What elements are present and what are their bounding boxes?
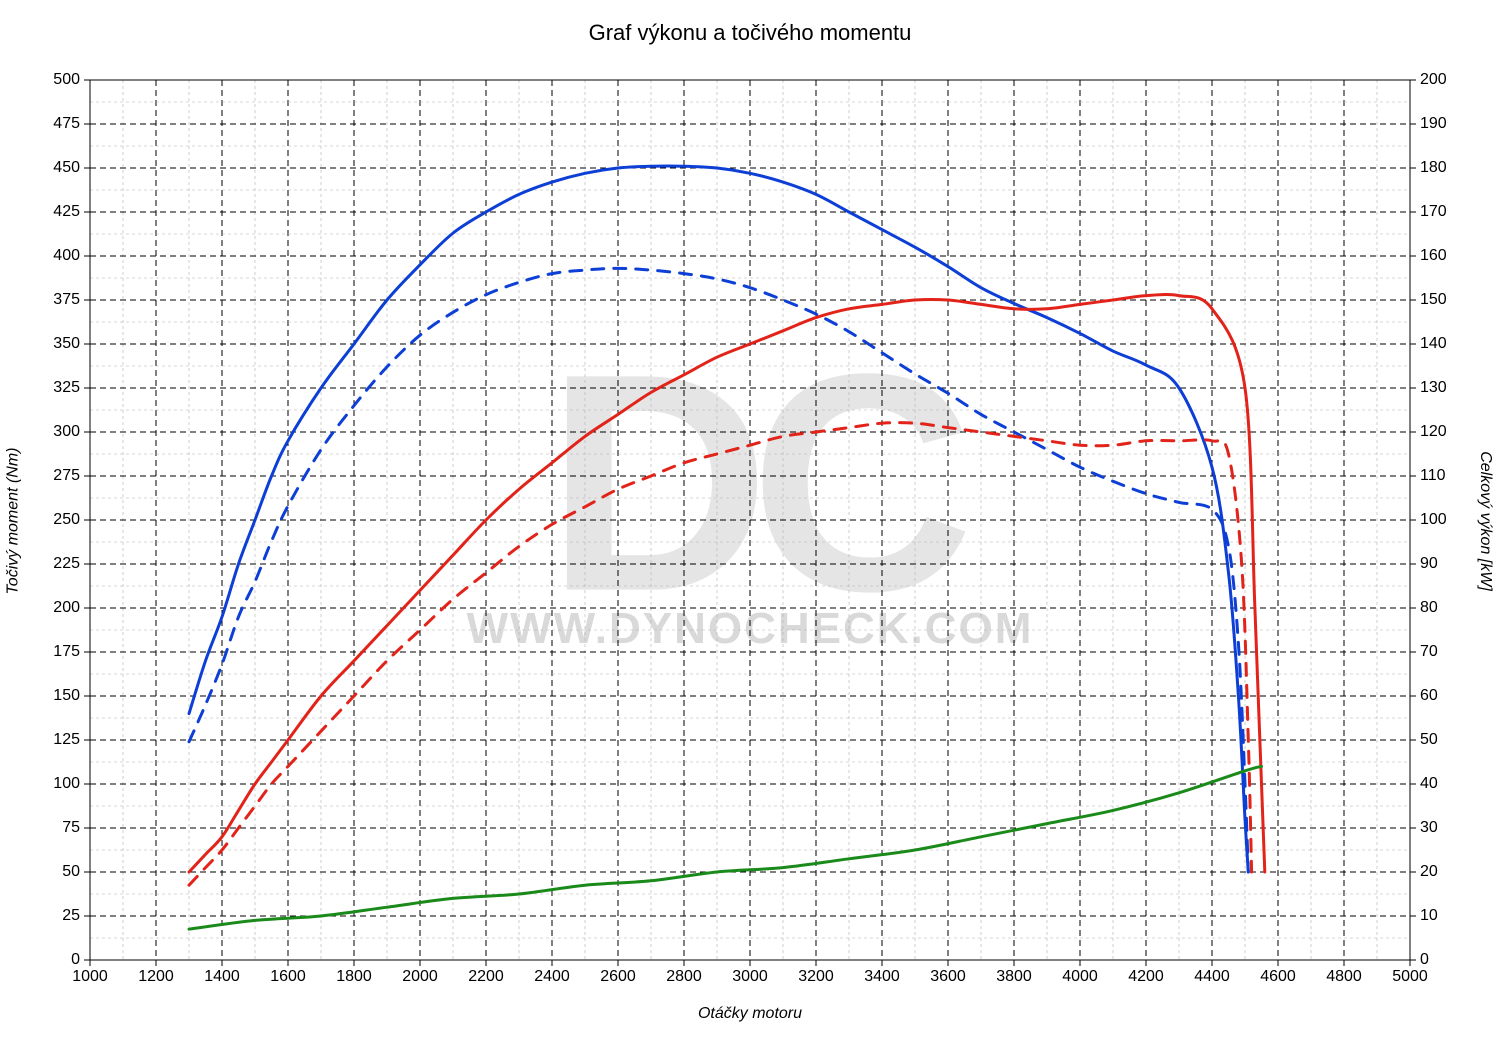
x-tick-label: 4600 bbox=[1260, 968, 1296, 986]
y-right-tick-label: 40 bbox=[1420, 775, 1438, 793]
series-losses bbox=[189, 766, 1262, 929]
y-left-tick-label: 300 bbox=[53, 423, 80, 441]
y-right-tick-label: 200 bbox=[1420, 71, 1447, 89]
y-right-tick-label: 160 bbox=[1420, 247, 1447, 265]
y-left-tick-label: 250 bbox=[53, 511, 80, 529]
y-right-tick-label: 150 bbox=[1420, 291, 1447, 309]
x-axis-label: Otáčky motoru bbox=[0, 1005, 1500, 1023]
x-tick-label: 3400 bbox=[864, 968, 900, 986]
x-tick-label: 2600 bbox=[600, 968, 636, 986]
y-right-tick-label: 20 bbox=[1420, 863, 1438, 881]
y-right-tick-label: 90 bbox=[1420, 555, 1438, 573]
y-right-tick-label: 180 bbox=[1420, 159, 1447, 177]
dyno-chart: Graf výkonu a točivého momentu DC WWW.DY… bbox=[0, 0, 1500, 1041]
x-tick-label: 1000 bbox=[72, 968, 108, 986]
y-axis-left-label: Točivý moment (Nm) bbox=[4, 447, 22, 594]
x-tick-label: 4000 bbox=[1062, 968, 1098, 986]
y-left-tick-label: 275 bbox=[53, 467, 80, 485]
series-power-tuned bbox=[189, 294, 1265, 872]
x-tick-label: 5000 bbox=[1392, 968, 1428, 986]
x-tick-label: 3200 bbox=[798, 968, 834, 986]
x-tick-label: 4200 bbox=[1128, 968, 1164, 986]
x-tick-label: 2200 bbox=[468, 968, 504, 986]
y-right-tick-label: 190 bbox=[1420, 115, 1447, 133]
y-left-tick-label: 350 bbox=[53, 335, 80, 353]
x-tick-label: 3000 bbox=[732, 968, 768, 986]
x-tick-label: 3600 bbox=[930, 968, 966, 986]
y-left-tick-label: 150 bbox=[53, 687, 80, 705]
y-left-tick-label: 450 bbox=[53, 159, 80, 177]
y-right-tick-label: 130 bbox=[1420, 379, 1447, 397]
x-tick-label: 2400 bbox=[534, 968, 570, 986]
y-left-tick-label: 225 bbox=[53, 555, 80, 573]
chart-svg bbox=[0, 0, 1500, 1041]
y-right-tick-label: 120 bbox=[1420, 423, 1447, 441]
y-right-tick-label: 80 bbox=[1420, 599, 1438, 617]
y-left-tick-label: 425 bbox=[53, 203, 80, 221]
y-right-tick-label: 0 bbox=[1420, 951, 1429, 969]
y-right-tick-label: 10 bbox=[1420, 907, 1438, 925]
x-tick-label: 3800 bbox=[996, 968, 1032, 986]
series-torque-tuned bbox=[189, 166, 1248, 872]
x-tick-label: 2000 bbox=[402, 968, 438, 986]
x-tick-label: 4400 bbox=[1194, 968, 1230, 986]
y-left-tick-label: 100 bbox=[53, 775, 80, 793]
y-left-tick-label: 400 bbox=[53, 247, 80, 265]
y-right-tick-label: 50 bbox=[1420, 731, 1438, 749]
y-left-tick-label: 75 bbox=[62, 819, 80, 837]
y-left-tick-label: 0 bbox=[71, 951, 80, 969]
x-tick-label: 1600 bbox=[270, 968, 306, 986]
series-torque-stock bbox=[189, 268, 1248, 872]
y-right-tick-label: 170 bbox=[1420, 203, 1447, 221]
y-right-tick-label: 70 bbox=[1420, 643, 1438, 661]
x-tick-label: 1400 bbox=[204, 968, 240, 986]
y-left-tick-label: 325 bbox=[53, 379, 80, 397]
y-right-tick-label: 60 bbox=[1420, 687, 1438, 705]
y-left-tick-label: 25 bbox=[62, 907, 80, 925]
y-left-tick-label: 375 bbox=[53, 291, 80, 309]
y-right-tick-label: 140 bbox=[1420, 335, 1447, 353]
y-axis-right-label: Celkový výkon [kW] bbox=[1476, 451, 1494, 591]
x-tick-label: 2800 bbox=[666, 968, 702, 986]
y-right-tick-label: 30 bbox=[1420, 819, 1438, 837]
y-left-tick-label: 50 bbox=[62, 863, 80, 881]
y-left-tick-label: 475 bbox=[53, 115, 80, 133]
y-left-tick-label: 175 bbox=[53, 643, 80, 661]
y-right-tick-label: 100 bbox=[1420, 511, 1447, 529]
y-left-tick-label: 500 bbox=[53, 71, 80, 89]
x-tick-label: 4800 bbox=[1326, 968, 1362, 986]
x-tick-label: 1800 bbox=[336, 968, 372, 986]
y-left-tick-label: 200 bbox=[53, 599, 80, 617]
y-right-tick-label: 110 bbox=[1420, 467, 1446, 485]
x-tick-label: 1200 bbox=[138, 968, 174, 986]
y-left-tick-label: 125 bbox=[53, 731, 80, 749]
